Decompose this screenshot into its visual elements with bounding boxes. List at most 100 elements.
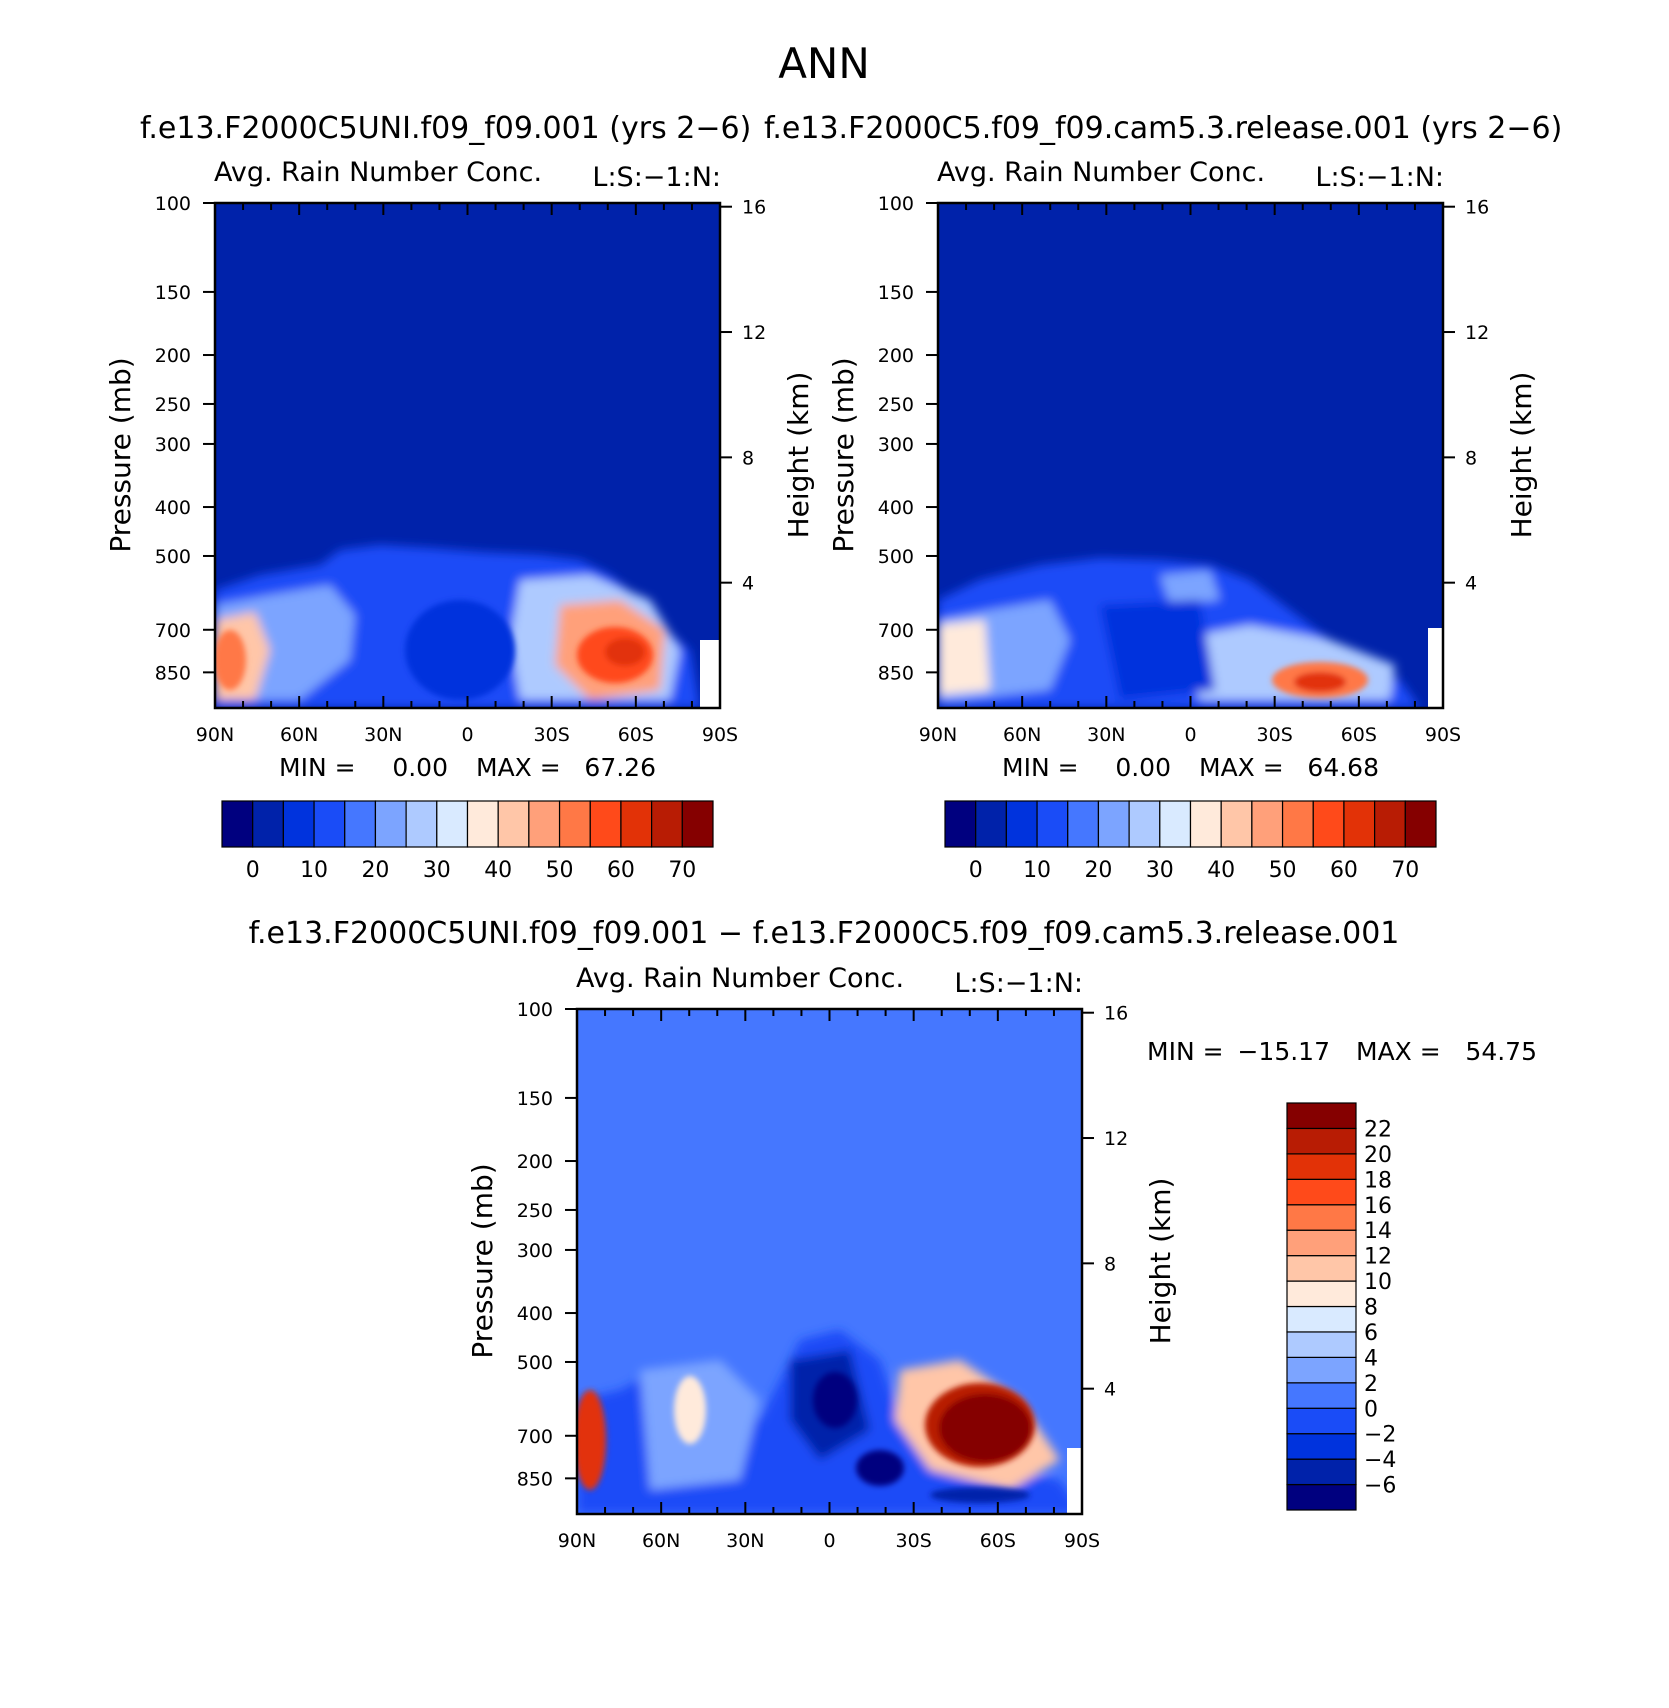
- y-tick-label: 300: [878, 434, 914, 456]
- y-tick-label: 850: [517, 1468, 553, 1490]
- colorbar-box: [1286, 1382, 1357, 1409]
- y2-tick-label: 12: [742, 322, 766, 344]
- colorbar-box: [1097, 800, 1130, 848]
- colorbar-box: [1286, 1204, 1357, 1231]
- contour-core-lowlev: [930, 1487, 1030, 1503]
- max-label: MAX =: [476, 753, 561, 782]
- y-tick-label: 250: [517, 1200, 553, 1222]
- y-tick-label: 400: [517, 1303, 553, 1325]
- x-tick-label: 60S: [1341, 724, 1377, 746]
- y-tick-label: 700: [878, 620, 914, 642]
- x-tick-label: 30N: [726, 1530, 764, 1552]
- colorbar-box: [1286, 1407, 1357, 1435]
- colorbar-box: [1286, 1331, 1357, 1358]
- colorbar-box: [975, 800, 1007, 848]
- x-tick-label: 0: [1184, 724, 1196, 746]
- y-ticks-left: 100 150 200 250 300 400 500 700 850: [517, 999, 577, 1490]
- contour-core-nh: [215, 630, 246, 690]
- y2-tick-label: 4: [1465, 573, 1477, 595]
- y-tick-label: 850: [155, 662, 191, 684]
- colorbar-box: [1286, 1127, 1357, 1155]
- colorbar-label: 10: [1364, 1270, 1392, 1295]
- colorbar-box: [1251, 800, 1284, 848]
- y-tick-label: 150: [517, 1088, 553, 1110]
- colorbar-box: [1128, 800, 1161, 848]
- colorbar-box: [944, 800, 977, 848]
- colorbar-label: 70: [1391, 858, 1419, 883]
- x-tick-label: 90N: [196, 724, 234, 746]
- y-axis-label-right: Height (km): [1505, 372, 1538, 539]
- y-tick-label: 100: [878, 193, 914, 215]
- sign-label: L:S:−1:N:: [1315, 162, 1444, 193]
- y-tick-label: 300: [517, 1240, 553, 1262]
- y-ticks-right: 16 12 8 4: [1082, 1003, 1128, 1401]
- colorbar-box: [436, 800, 469, 848]
- topography-mask: [1428, 628, 1443, 708]
- colorbar-box: [1286, 1255, 1357, 1282]
- colorbar: 0 10 20 30 40 50 60 70: [221, 800, 714, 883]
- colorbar-label: 60: [1330, 858, 1358, 883]
- sign-label: L:S:−1:N:: [954, 968, 1083, 999]
- colorbar-box: [1374, 800, 1406, 848]
- y-tick-label: 400: [155, 497, 191, 519]
- topography-mask: [1067, 1448, 1082, 1514]
- contour-band-warm: [938, 620, 990, 695]
- x-tick-label: 90S: [1425, 724, 1461, 746]
- max-value: 67.26: [584, 753, 656, 782]
- variable-title: Avg. Rain Number Conc.: [576, 963, 904, 994]
- y2-tick-label: 8: [1104, 1253, 1116, 1275]
- colorbar-label: 16: [1364, 1194, 1392, 1219]
- y-tick-label: 250: [155, 394, 191, 416]
- panel-difference: f.e13.F2000C5UNI.f09_f09.001 − f.e13.F20…: [249, 916, 1537, 1552]
- colorbar-box: [374, 800, 407, 848]
- y-tick-label: 300: [155, 434, 191, 456]
- y-tick-label: 200: [155, 345, 191, 367]
- colorbar-label: 22: [1364, 1117, 1392, 1142]
- colorbar-label: 40: [484, 858, 512, 883]
- colorbar-box: [313, 800, 346, 848]
- y2-tick-label: 8: [742, 447, 754, 469]
- colorbar-label: 10: [1023, 858, 1051, 883]
- colorbar-label: 6: [1364, 1321, 1378, 1346]
- y-tick-label: 700: [155, 620, 191, 642]
- colorbar-box: [282, 800, 315, 848]
- contour-band-eq: [1100, 600, 1215, 700]
- colorbar-label: 12: [1364, 1245, 1392, 1270]
- colorbar: 0 10 20 30 40 50 60 70: [944, 800, 1437, 883]
- y2-tick-label: 16: [742, 197, 766, 219]
- y-tick-label: 250: [878, 394, 914, 416]
- y-axis-label-right: Height (km): [1144, 1178, 1177, 1345]
- y2-tick-label: 12: [1465, 322, 1489, 344]
- colorbar-box: [1286, 1483, 1357, 1511]
- x-tick-label: 30S: [534, 724, 570, 746]
- colorbar-box: [466, 800, 499, 848]
- colorbar-label: 70: [668, 858, 696, 883]
- colorbar-box: [1286, 1102, 1357, 1130]
- x-ticks: 90N 60N 30N 0 30S 60S 90S: [919, 203, 1461, 746]
- y-tick-label: 100: [517, 999, 553, 1021]
- colorbar-label: 2: [1364, 1372, 1378, 1397]
- x-tick-label: 90N: [558, 1530, 596, 1552]
- y-ticks-right: 16 12 8 4: [1443, 197, 1489, 595]
- max-value: 54.75: [1465, 1037, 1537, 1066]
- y-tick-label: 700: [517, 1426, 553, 1448]
- y-axis-label-left: Pressure (mb): [466, 1163, 499, 1358]
- colorbar-label: 30: [423, 858, 451, 883]
- colorbar-label: 50: [1269, 858, 1297, 883]
- x-tick-label: 0: [823, 1530, 835, 1552]
- contour-core-hot: [605, 638, 645, 666]
- colorbar-label: 60: [607, 858, 635, 883]
- case-title: f.e13.F2000C5.f09_f09.cam5.3.release.001…: [764, 111, 1562, 146]
- colorbar-box: [1220, 800, 1253, 848]
- x-tick-label: 90S: [1064, 1530, 1100, 1552]
- colorbar-box: [1036, 800, 1069, 848]
- colorbar-box: [1286, 1458, 1357, 1486]
- y2-tick-label: 4: [742, 573, 754, 595]
- x-ticks: 90N 60N 30N 0 30S 60S 90S: [558, 1009, 1100, 1552]
- contour-field: [215, 203, 720, 708]
- colorbar-box: [1286, 1433, 1357, 1460]
- y-ticks-right: 16 12 8 4: [720, 197, 766, 595]
- colorbar-box: [252, 800, 284, 848]
